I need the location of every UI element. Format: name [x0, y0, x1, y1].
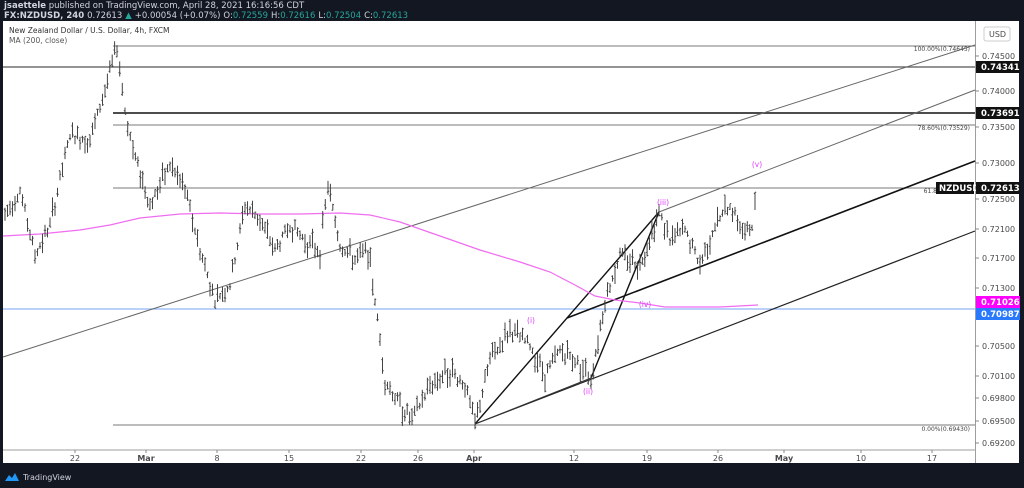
svg-text:0.72100: 0.72100 — [982, 225, 1015, 234]
svg-text:0.72500: 0.72500 — [982, 195, 1015, 204]
fib-0-label: 0.00%(0.69430) — [921, 426, 970, 433]
trend-channels[interactable] — [2, 44, 976, 425]
svg-text:0.70500: 0.70500 — [982, 342, 1015, 351]
svg-text:0.70100: 0.70100 — [982, 372, 1015, 381]
svg-text:0.69800: 0.69800 — [982, 394, 1015, 403]
fib-786-label: 78.60%(0.73529) — [918, 125, 970, 132]
close-value: 0.72613 — [372, 11, 409, 21]
high-value: 0.72616 — [280, 11, 316, 21]
symbol-tag: NZDUSD — [939, 184, 979, 194]
svg-text:Apr: Apr — [466, 454, 482, 463]
svg-text:0.74500: 0.74500 — [982, 52, 1015, 61]
svg-text:10: 10 — [856, 454, 866, 463]
brand-name: TradingView — [23, 472, 72, 482]
last-price: 0.72613 — [87, 11, 123, 21]
svg-text:26: 26 — [413, 454, 423, 463]
tag-073691: 0.73691 — [981, 109, 1020, 119]
wave-label-ii: (ii) — [583, 387, 593, 396]
svg-text:USD: USD — [989, 30, 1006, 39]
price-axis[interactable]: USD 0.74500 0.74000 0.73500 0.73000 0.72500 0… — [975, 26, 1015, 448]
fib-levels: 100.00%(0.74645) 78.60%(0.73529) 61.8 0.… — [113, 45, 975, 433]
svg-text:0.69200: 0.69200 — [982, 439, 1015, 448]
publisher-name[interactable]: jsaettele — [4, 1, 47, 11]
svg-text:8: 8 — [214, 454, 219, 463]
svg-text:19: 19 — [642, 454, 652, 463]
svg-text:0.73500: 0.73500 — [982, 123, 1015, 132]
svg-text:Mar: Mar — [137, 454, 154, 463]
publish-header: jsaettele published on TradingView.com, … — [4, 1, 409, 21]
up-arrow-icon: ▲ — [125, 11, 132, 21]
price-tags: 0.74341 0.73691 NZDUSD 0.72613 0.71026 0… — [936, 61, 1020, 320]
svg-text:22: 22 — [70, 454, 80, 463]
wave-label-iii: (iii) — [657, 198, 669, 207]
fib-100-label: 100.00%(0.74645) — [914, 46, 970, 53]
currency-badge — [983, 26, 1011, 42]
svg-text:15: 15 — [284, 454, 294, 463]
svg-text:12: 12 — [569, 454, 579, 463]
time-axis[interactable]: 22 Mar 8 15 22 26 Apr 12 19 26 May 10 17 — [70, 450, 937, 463]
ma-200-line — [2, 212, 759, 308]
wave-label-iv: (iv) — [639, 300, 651, 309]
svg-text:0.71700: 0.71700 — [982, 254, 1015, 263]
svg-text:0.73000: 0.73000 — [982, 159, 1015, 168]
svg-text:26: 26 — [713, 454, 723, 463]
wave-label-i: (i) — [527, 316, 535, 325]
fib-618-label: 61.8 — [924, 188, 938, 195]
svg-text:0.71300: 0.71300 — [982, 284, 1015, 293]
wave-label-v: (v) — [752, 160, 762, 169]
ohlc-bars — [3, 41, 757, 430]
tag-ma: 0.71026 — [981, 298, 1020, 308]
low-value: 0.72504 — [325, 11, 362, 21]
tag-074341: 0.74341 — [981, 63, 1020, 73]
chart-frame — [3, 21, 1019, 463]
svg-text:0.69500: 0.69500 — [982, 417, 1015, 426]
svg-text:22: 22 — [356, 454, 366, 463]
published-info: published on TradingView.com, April 28, … — [48, 1, 305, 11]
footer-brand[interactable]: TradingView — [4, 472, 71, 482]
indicator-label[interactable]: MA (200, close) — [9, 36, 68, 45]
tag-last-price: 0.72613 — [981, 184, 1020, 194]
svg-text:17: 17 — [927, 454, 937, 463]
tag-070987: 0.70987 — [981, 310, 1020, 320]
svg-text:0.74000: 0.74000 — [982, 87, 1015, 96]
chart-title: New Zealand Dollar / U.S. Dollar, 4h, FX… — [9, 26, 170, 35]
price-change: +0.00054 (+0.07%) — [134, 11, 221, 21]
svg-text:May: May — [775, 454, 794, 463]
tradingview-logo-icon — [5, 473, 19, 481]
symbol-interval: FX:NZDUSD, 240 — [4, 11, 85, 21]
open-value: 0.72559 — [232, 11, 268, 21]
